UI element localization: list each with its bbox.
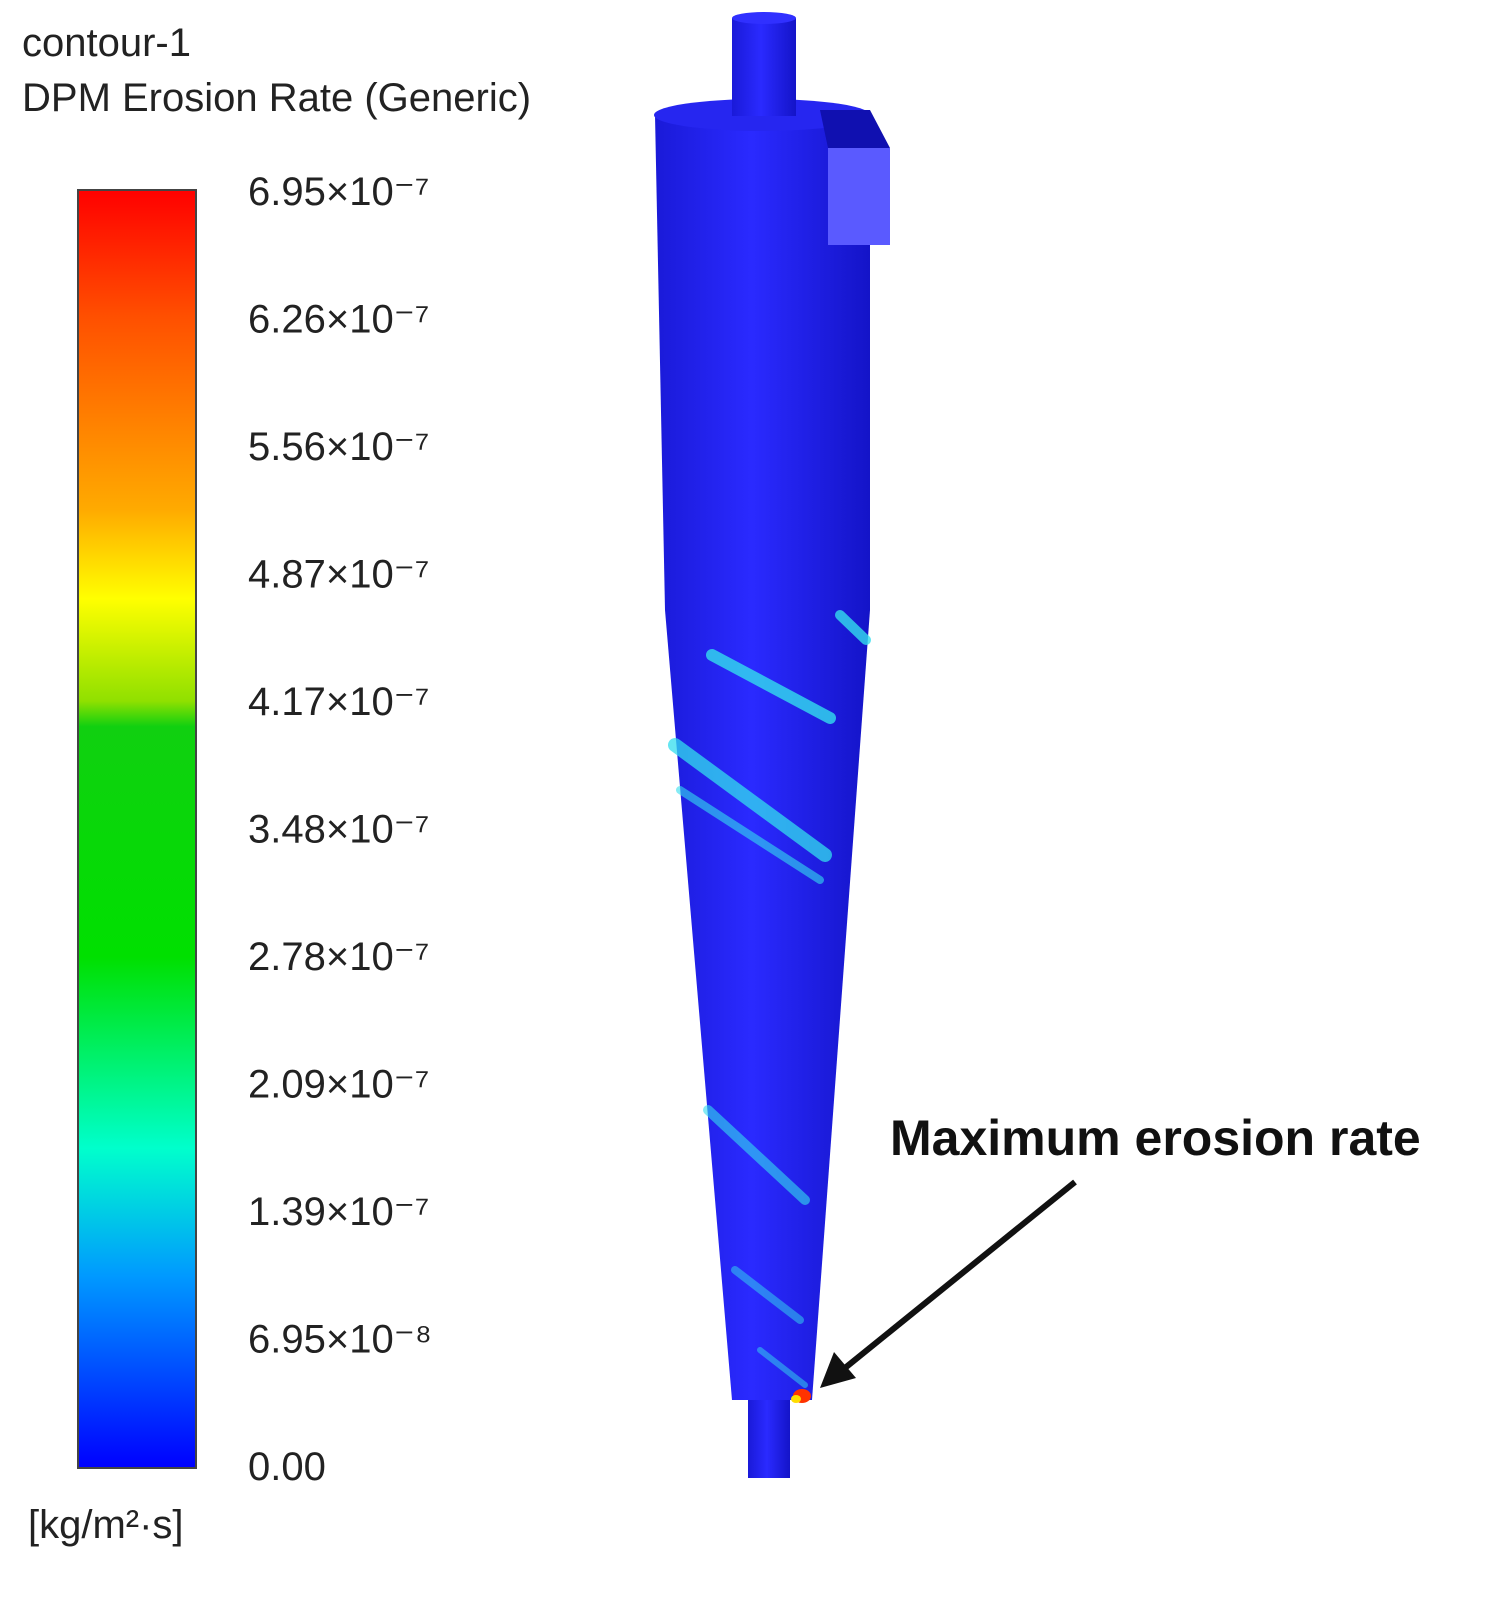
annotation: Maximum erosion rate — [890, 1110, 1421, 1166]
colorbar-label: 4.17×10⁻⁷ — [248, 680, 429, 724]
colorbar-label: 2.09×10⁻⁷ — [248, 1063, 429, 1107]
colorbar-label: 0.00 — [248, 1445, 326, 1489]
colorbar-label: 2.78×10⁻⁷ — [248, 935, 429, 979]
colorbar-label: 6.95×10⁻⁸ — [248, 1318, 432, 1362]
unit: [kg/m²·s] — [28, 1503, 184, 1547]
colorbar-labels: 6.95×10⁻⁷ 6.26×10⁻⁷ 5.56×10⁻⁷ 4.87×10⁻⁷ 4.17… — [248, 170, 432, 1489]
inlet-top — [820, 110, 890, 148]
inlet-box — [828, 148, 890, 245]
arrow-head — [820, 1352, 856, 1388]
legend-title: contour-1 — [22, 21, 191, 65]
colorbar — [77, 189, 197, 1469]
body — [655, 115, 870, 1400]
colorbar-label: 4.87×10⁻⁷ — [248, 553, 429, 597]
colorbar-label: 3.48×10⁻⁷ — [248, 808, 429, 852]
colorbar-label: 6.26×10⁻⁷ — [248, 298, 429, 342]
colorbar-label: 6.95×10⁻⁷ — [248, 170, 429, 214]
hotspot-edge — [791, 1395, 801, 1403]
cyclone — [654, 12, 890, 1478]
colorbar-label: 1.39×10⁻⁷ — [248, 1190, 429, 1234]
outlet-top — [732, 12, 796, 24]
legend-variable: DPM Erosion Rate (Generic) — [22, 76, 531, 120]
erosion-streaks — [668, 610, 871, 1388]
arrow-shaft — [838, 1179, 1077, 1375]
pipe-joint — [732, 90, 796, 116]
colorbar-label: 5.56×10⁻⁷ — [248, 425, 429, 469]
bottom-pipe — [748, 1400, 790, 1478]
